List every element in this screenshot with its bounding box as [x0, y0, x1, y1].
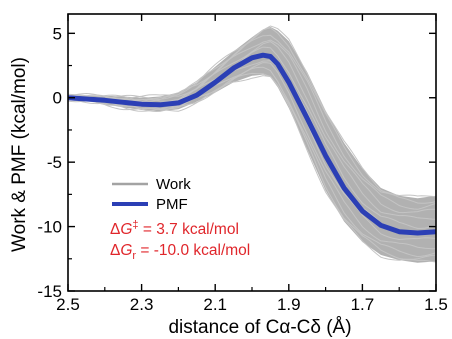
x-tick-label: 2.5 [56, 295, 80, 314]
plot-content [68, 25, 436, 263]
y-tick-label: 5 [53, 24, 62, 43]
x-tick-label: 1.9 [277, 295, 301, 314]
axes: 2.5 2.3 2.1 1.9 1.7 1.5 5 0 -5 -10 -15 distance of … [9, 13, 448, 338]
annotation-value: = 3.7 kcal/mol [139, 221, 239, 238]
x-axis-title: distance of Cα-Cδ (Å) [168, 317, 351, 338]
work-trajectory-line [68, 27, 436, 204]
y-axis-title: Work & PMF (kcal/mol) [9, 57, 30, 252]
annotation-activation-energy: ΔG‡ = 3.7 kcal/mol [110, 219, 239, 238]
plot-area [68, 25, 436, 263]
x-tick-label: 1.5 [424, 295, 448, 314]
legend-label-work: Work [156, 176, 191, 193]
annotation-superscript: ‡ [132, 219, 138, 231]
legend: Work PMF [112, 176, 191, 213]
annotation-symbol: G [120, 242, 132, 259]
x-tick-label: 2.3 [130, 295, 154, 314]
work-trajectory-line [68, 46, 436, 229]
work-trajectory-line [68, 75, 436, 263]
annotation-value: = -10.0 kcal/mol [136, 242, 250, 259]
x-tick-label: 1.7 [351, 295, 375, 314]
annotation-delta: Δ [110, 242, 120, 259]
x-tick-label: 2.1 [203, 295, 227, 314]
y-tick-label: 0 [53, 89, 62, 108]
annotation-symbol: G [120, 221, 132, 238]
y-tick-label: -15 [37, 282, 62, 301]
pmf-line [68, 52, 436, 236]
y-tick-label: -10 [37, 218, 62, 237]
work-trajectory-line [68, 34, 436, 210]
work-trajectory-line [68, 60, 436, 241]
work-envelope-band [68, 26, 436, 263]
legend-label-pmf: PMF [156, 196, 188, 213]
y-tick-label: -5 [47, 153, 62, 172]
annotation-reaction-energy: ΔGr = -10.0 kcal/mol [110, 242, 250, 262]
annotation-subscript: r [132, 250, 136, 262]
annotation-delta: Δ [110, 221, 120, 238]
